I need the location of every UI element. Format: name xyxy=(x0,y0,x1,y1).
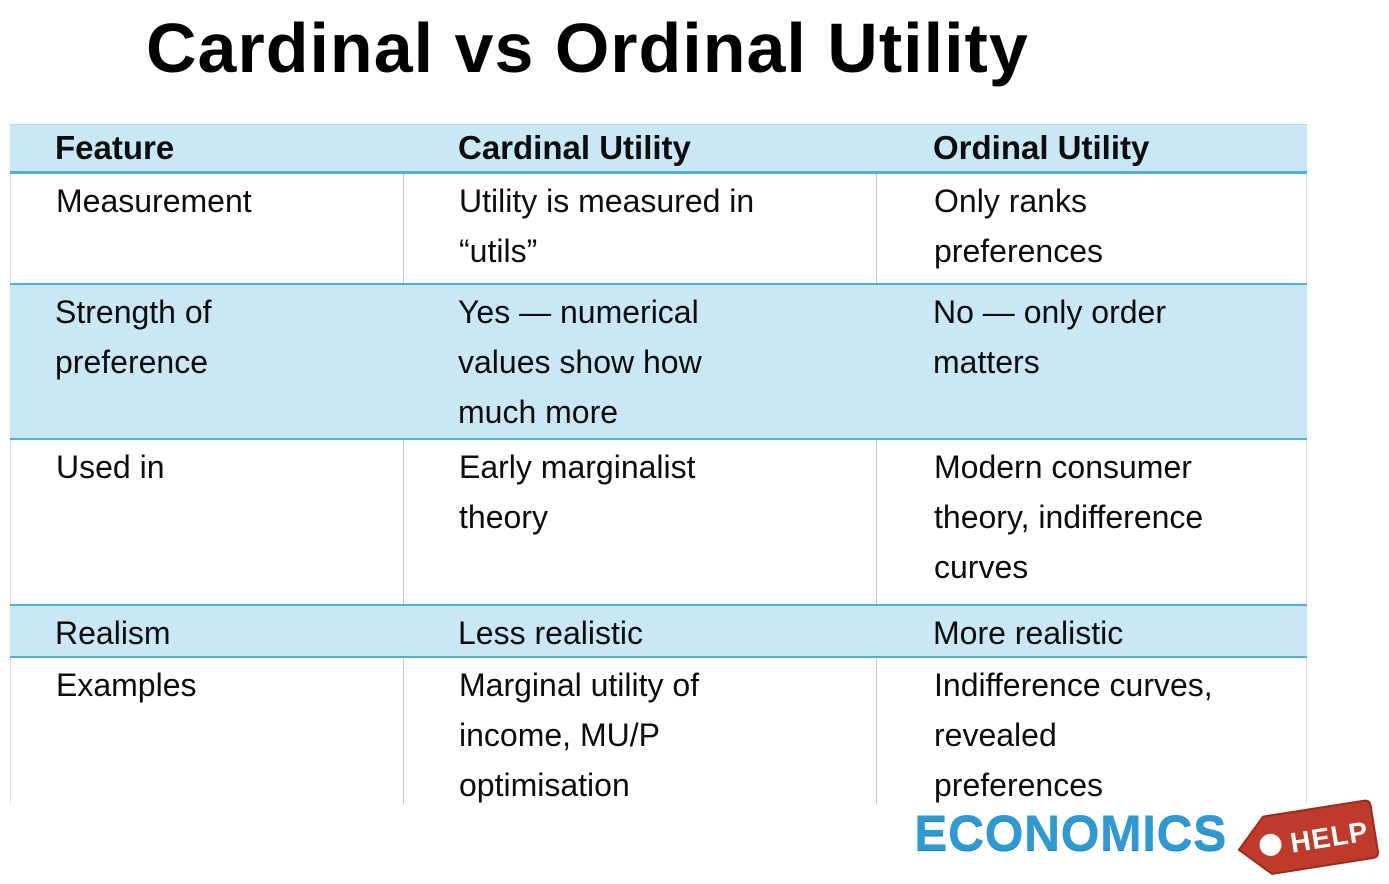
cardinal-cell: Yes — numerical values show how much mor… xyxy=(458,294,702,430)
ordinal-cell: Only ranks preferences xyxy=(876,174,1307,283)
header-row: Feature Cardinal Utility Ordinal Utility xyxy=(10,124,1307,174)
table-row-used-in: Used in Early marginalist theory Modern … xyxy=(10,440,1307,604)
ordinal-cell: More realistic xyxy=(933,615,1124,651)
feature-cell: Strength of preference xyxy=(55,294,212,380)
page-title: Cardinal vs Ordinal Utility xyxy=(146,9,1029,87)
feature-cell: Realism xyxy=(55,615,171,651)
tag-hole xyxy=(1259,833,1282,856)
ordinal-cell: Indifference curves, revealed preference… xyxy=(876,658,1307,804)
tag-shape xyxy=(1237,799,1379,875)
column-header-feature: Feature xyxy=(55,129,175,166)
column-header-cardinal: Cardinal Utility xyxy=(458,129,691,166)
cardinal-cell: Utility is measured in “utils” xyxy=(403,174,876,283)
table-row-examples: Examples Marginal utility of income, MU/… xyxy=(10,658,1307,804)
table-row-realism: Realism Less realistic More realistic xyxy=(10,604,1307,658)
ordinal-cell: Modern consumer theory, indifference cur… xyxy=(876,440,1307,604)
cardinal-cell: Early marginalist theory xyxy=(403,440,876,604)
feature-cell: Measurement xyxy=(10,174,403,283)
comparison-table: Feature Cardinal Utility Ordinal Utility… xyxy=(10,124,1307,804)
price-tag-icon: HELP xyxy=(1237,799,1379,875)
cardinal-cell: Less realistic xyxy=(458,615,643,651)
economicshelp-logo: ECONOMICS HELP xyxy=(914,796,1381,882)
feature-cell: Used in xyxy=(10,440,403,604)
ordinal-cell: No — only order matters xyxy=(933,294,1166,380)
table-row-strength-of-preference: Strength of preference Yes — numerical v… xyxy=(10,283,1307,440)
table-row-measurement: Measurement Utility is measured in “util… xyxy=(10,174,1307,283)
feature-cell: Examples xyxy=(10,658,403,804)
column-header-ordinal: Ordinal Utility xyxy=(933,129,1150,166)
logo-wordmark: ECONOMICS xyxy=(914,805,1227,861)
cardinal-cell: Marginal utility of income, MU/P optimis… xyxy=(403,658,876,804)
